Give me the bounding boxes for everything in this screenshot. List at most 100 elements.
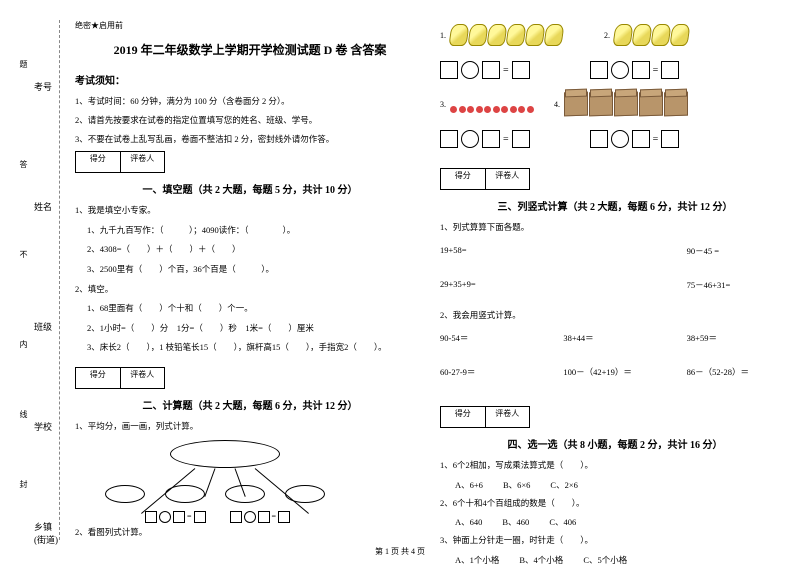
q1-head: 1、我是填空小专家。 [75, 204, 425, 218]
q5-head: 1、列式算算下面各题。 [440, 221, 790, 235]
choice-opts: A、640 B、460 C、406 [440, 516, 790, 528]
exam-page: 乡镇(街道) 学校 班级 姓名 考号 封 线 内 不 答 题 绝密★启用前 20… [0, 0, 800, 540]
banana-icon [650, 24, 671, 46]
answer-box[interactable] [632, 61, 650, 79]
opt[interactable]: A、640 [455, 516, 482, 528]
judge-cell: 评卷人 [121, 152, 165, 172]
expression-row: = [590, 61, 680, 79]
opt[interactable]: B、6×6 [503, 479, 530, 491]
exam-title: 2019 年二年级数学上学期开学检测试题 D 卷 含答案 [75, 41, 425, 58]
opt[interactable]: B、460 [502, 516, 529, 528]
giftbox-icon [589, 92, 613, 117]
calc-item: 90－45 = [687, 245, 790, 257]
score-cell: 得分 [76, 368, 121, 388]
answer-box[interactable] [590, 61, 608, 79]
banana-icon [669, 24, 690, 46]
oval-big [170, 440, 280, 468]
judge-cell: 评卷人 [486, 407, 530, 427]
section-3-title: 三、列竖式计算（共 2 大题，每题 6 分，共计 12 分） [440, 198, 790, 213]
answer-box[interactable] [173, 511, 185, 523]
row-number: 1. [440, 31, 446, 40]
calc-item: 86－（52-28）＝ [687, 366, 790, 378]
calc-grid-2: 90-54＝ 38+44＝ 38+59＝ [440, 332, 790, 344]
opt[interactable]: C、2×6 [550, 479, 577, 491]
fruit-problem-1: 1. 2. [440, 20, 790, 50]
banana-icon [543, 24, 564, 46]
operator-circle[interactable] [159, 511, 171, 523]
answer-box[interactable] [440, 61, 458, 79]
notice-line: 3、不要在试卷上乱写乱画，卷面不整洁扣 2 分，密封线外请勿作答。 [75, 133, 425, 146]
answer-box[interactable] [440, 130, 458, 148]
cherry-icon [450, 93, 466, 115]
answer-box[interactable] [512, 61, 530, 79]
content-area: 绝密★启用前 2019 年二年级数学上学期开学检测试题 D 卷 含答案 考试须知… [60, 20, 790, 540]
score-cell: 得分 [76, 152, 121, 172]
notice-line: 1、考试时间：60 分钟，满分为 100 分（含卷面分 2 分）。 [75, 95, 425, 108]
judge-cell: 评卷人 [121, 368, 165, 388]
answer-box[interactable] [661, 61, 679, 79]
seal-mark: 内 [18, 340, 29, 348]
opt[interactable]: A、6+6 [455, 479, 483, 491]
q3-text: 1、平均分，画一画，列式计算。 [75, 420, 425, 434]
calc-item: 75－46+31= [687, 279, 790, 291]
banana-group [614, 20, 714, 50]
answer-box[interactable] [632, 130, 650, 148]
q2-line: 3、床长2（ ），1 枝铅笔长15（ ），旗杆高15（ ），手指宽2（ ）。 [75, 341, 425, 355]
answer-box[interactable] [258, 511, 270, 523]
calc-item: 60-27-9＝ [440, 366, 543, 378]
right-column: 1. 2. [440, 20, 790, 540]
binding-label: 乡镇(街道) [34, 520, 59, 546]
q2-line: 2、1小时=（ ）分 1分=（ ）秒 1米=（ ）厘米 [75, 322, 425, 336]
calc-item [563, 279, 666, 291]
cherry-icon [501, 93, 517, 115]
seal-mark: 封 [18, 480, 29, 488]
score-box: 得分 评卷人 [440, 406, 530, 428]
left-column: 绝密★启用前 2019 年二年级数学上学期开学检测试题 D 卷 含答案 考试须知… [75, 20, 425, 540]
operator-circle[interactable] [611, 61, 629, 79]
section-1-title: 一、填空题（共 2 大题，每题 5 分，共计 10 分） [75, 181, 425, 196]
answer-box[interactable] [230, 511, 242, 523]
q1-line: 1、九千九百写作：（ ）；4090读作：（ ）。 [75, 224, 425, 238]
q1-line: 3、2500里有（ ）个百，36个百是（ ）。 [75, 263, 425, 277]
operator-circle[interactable] [461, 130, 479, 148]
banana-icon [467, 24, 488, 46]
banana-group [450, 20, 600, 50]
q6-head: 2、我会用竖式计算。 [440, 309, 790, 323]
equals-sign: = [503, 65, 509, 76]
giftbox-icon [614, 92, 638, 117]
score-box: 得分 评卷人 [75, 151, 165, 173]
operator-circle[interactable] [611, 130, 629, 148]
equals-sign: = [653, 65, 659, 76]
answer-box[interactable] [512, 130, 530, 148]
giftbox-icon [564, 92, 588, 117]
answer-box[interactable] [145, 511, 157, 523]
choice-opts: A、6+6 B、6×6 C、2×6 [440, 479, 790, 491]
opt[interactable]: C、406 [549, 516, 576, 528]
section-2-title: 二、计算题（共 2 大题，每题 6 分，共计 12 分） [75, 397, 425, 412]
calc-item: 90-54＝ [440, 332, 543, 344]
secret-label: 绝密★启用前 [75, 20, 425, 31]
operator-circle[interactable] [244, 511, 256, 523]
calc-item [563, 245, 666, 257]
binding-label: 考号 [34, 80, 52, 93]
calc-item: 19+58= [440, 245, 543, 257]
operator-circle[interactable] [461, 61, 479, 79]
answer-box[interactable] [482, 61, 500, 79]
answer-box[interactable] [194, 511, 206, 523]
binding-label: 学校 [34, 420, 52, 433]
giftbox-group [564, 89, 714, 119]
banana-icon [448, 24, 469, 46]
cherry-group [450, 89, 550, 119]
oval-small [105, 485, 145, 503]
banana-icon [505, 24, 526, 46]
seal-mark: 线 [18, 410, 29, 418]
answer-box[interactable] [590, 130, 608, 148]
score-box: 得分 评卷人 [440, 168, 530, 190]
row-number: 2. [604, 31, 610, 40]
answer-box[interactable] [661, 130, 679, 148]
cherry-icon [518, 93, 534, 115]
calc-item: 38+44＝ [563, 332, 666, 344]
answer-box[interactable] [482, 130, 500, 148]
notice-heading: 考试须知： [75, 72, 425, 87]
answer-box[interactable] [278, 511, 290, 523]
